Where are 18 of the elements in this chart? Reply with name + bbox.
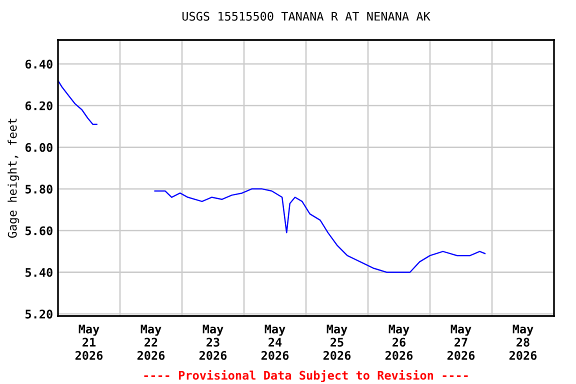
y-axis-title: Gage height, feet <box>8 118 20 238</box>
x-tick-label: May 26 2026 <box>385 324 413 360</box>
x-tick-label: May 21 2026 <box>75 324 103 360</box>
y-tick-label: 6.20 <box>25 101 52 110</box>
text: ---- Provisional Data Subject to Revision ---- <box>144 370 468 382</box>
y-tick-label: 6.40 <box>25 60 52 69</box>
x-tick-label: May 28 2026 <box>509 324 537 360</box>
y-tick-label: 6.00 <box>25 143 52 152</box>
chart-title: USGS 15515500 TANANA R AT NENANA AK <box>182 12 430 21</box>
x-tick-label: May 24 2026 <box>261 324 289 360</box>
y-tick-label: 5.40 <box>26 268 52 277</box>
y-tick-label: 5.80 <box>26 184 52 194</box>
y-tick-label: 5.60 <box>26 226 52 236</box>
y-tick-label: 5.20 <box>26 310 52 319</box>
x-tick-label: May 25 2026 <box>323 324 351 360</box>
x-tick-label: May 23 2026 <box>199 324 227 360</box>
x-tick-label: May 27 2026 <box>447 324 475 360</box>
x-tick-label: May 22 2026 <box>137 324 165 360</box>
